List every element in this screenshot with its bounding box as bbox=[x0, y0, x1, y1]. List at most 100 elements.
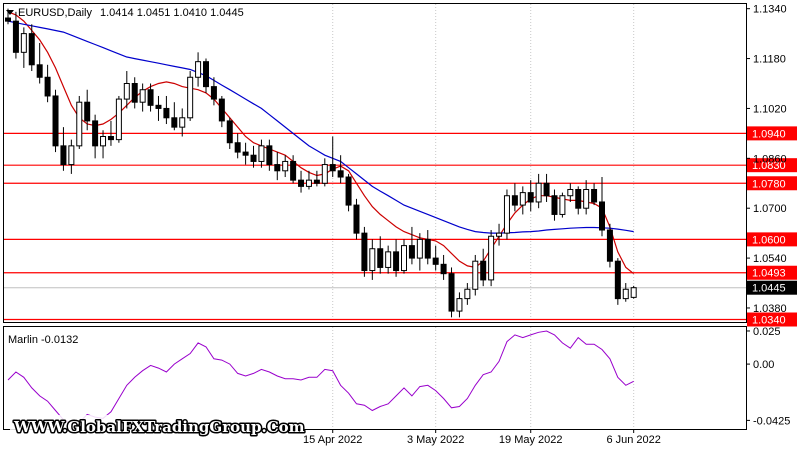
candle-68 bbox=[543, 173, 550, 202]
candle-28 bbox=[226, 117, 233, 149]
candle-10 bbox=[84, 89, 91, 131]
candle-62 bbox=[496, 223, 503, 246]
candle-11 bbox=[92, 114, 99, 159]
candle-2 bbox=[20, 27, 27, 68]
candle-18 bbox=[147, 83, 154, 112]
candle-78 bbox=[622, 283, 629, 302]
candle-32 bbox=[258, 139, 265, 168]
candle-7 bbox=[60, 127, 67, 171]
candle-6 bbox=[52, 89, 59, 153]
candle-35 bbox=[282, 155, 289, 178]
candle-64 bbox=[511, 183, 518, 212]
ohlc-readout: 1.0414 1.0451 1.0410 1.0445 bbox=[100, 7, 244, 19]
candle-4 bbox=[36, 42, 43, 84]
indicator-label: Marlin -0.0132 bbox=[8, 334, 78, 346]
candle-8 bbox=[68, 139, 75, 174]
price-tick-label-3: 1.0860 bbox=[753, 153, 787, 165]
candle-47 bbox=[377, 236, 384, 274]
candle-74 bbox=[591, 183, 598, 206]
candlesticks bbox=[5, 8, 637, 318]
time-tick-label-0: 15 Apr 2022 bbox=[303, 434, 362, 446]
candle-66 bbox=[527, 180, 534, 212]
candle-20 bbox=[163, 95, 170, 125]
horizontal-levels: 1.0940 1.0830 1.0780 1.0600 1.0493 1.0340 1.04… bbox=[4, 126, 797, 327]
level-tag-label-1: 1.0830 bbox=[752, 160, 786, 172]
marlin-line bbox=[7, 330, 634, 425]
candle-38 bbox=[305, 170, 312, 190]
candle-72 bbox=[575, 186, 582, 215]
candle-67 bbox=[535, 173, 542, 209]
candle-50 bbox=[401, 239, 407, 274]
watermark-backdrop bbox=[10, 415, 262, 439]
candle-36 bbox=[290, 155, 297, 184]
candle-33 bbox=[266, 139, 273, 171]
candle-71 bbox=[567, 183, 574, 202]
candle-13 bbox=[107, 120, 114, 146]
candle-60 bbox=[480, 248, 487, 287]
price-tick-label-6: 1.0380 bbox=[753, 303, 787, 315]
candle-22 bbox=[179, 108, 186, 137]
osc-tick-label-0: 0.025 bbox=[753, 326, 781, 338]
candle-1 bbox=[12, 11, 19, 59]
candle-77 bbox=[614, 258, 621, 305]
price-panel-frame bbox=[3, 3, 747, 323]
price-tick-label-5: 1.0540 bbox=[753, 253, 787, 265]
candle-29 bbox=[234, 133, 241, 159]
price-tick-label-0: 1.1340 bbox=[753, 4, 787, 16]
candle-45 bbox=[361, 226, 368, 277]
level-tag-5 bbox=[747, 312, 797, 327]
candle-27 bbox=[218, 95, 225, 128]
indicator-panel-frame bbox=[3, 326, 747, 430]
time-tick-label-2: 19 May 2022 bbox=[499, 434, 563, 446]
time-axis: 15 Apr 2022 3 May 2022 19 May 2022 6 Jun 20… bbox=[303, 429, 661, 446]
candle-59 bbox=[472, 254, 479, 296]
candle-31 bbox=[250, 145, 257, 168]
candle-37 bbox=[298, 170, 305, 193]
candle-79 bbox=[630, 285, 637, 299]
candle-61 bbox=[488, 230, 495, 287]
candle-21 bbox=[171, 102, 178, 131]
candle-56 bbox=[448, 267, 455, 318]
candle-44 bbox=[353, 198, 360, 240]
price-tick-label-2: 1.1020 bbox=[753, 103, 787, 115]
level-tag-label-5: 1.0340 bbox=[752, 315, 786, 327]
candle-15 bbox=[123, 71, 130, 109]
ma-line-1 bbox=[7, 20, 634, 234]
collapse-triangle-icon[interactable] bbox=[6, 10, 14, 15]
candle-58 bbox=[464, 283, 471, 305]
candle-53 bbox=[424, 230, 431, 265]
candle-46 bbox=[369, 239, 376, 280]
current-price-tag-label: 1.0445 bbox=[752, 283, 786, 295]
candle-73 bbox=[583, 180, 590, 215]
candle-51 bbox=[408, 226, 415, 265]
candle-5 bbox=[44, 64, 51, 103]
price-tick-label-4: 1.0700 bbox=[753, 203, 787, 215]
candle-26 bbox=[210, 77, 217, 106]
level-tag-0 bbox=[747, 126, 797, 141]
candle-19 bbox=[155, 95, 162, 121]
level-tag-3 bbox=[747, 232, 797, 247]
time-tick-label-3: 6 Jun 2022 bbox=[606, 434, 660, 446]
candle-12 bbox=[100, 130, 107, 159]
symbol-label: EURUSD,Daily bbox=[18, 7, 92, 19]
candle-65 bbox=[519, 186, 526, 215]
level-tag-4 bbox=[747, 265, 797, 280]
candle-48 bbox=[385, 245, 392, 274]
level-tag-label-0: 1.0940 bbox=[752, 128, 786, 140]
osc-tick-label-1: 0.00 bbox=[753, 359, 774, 371]
level-tag-2 bbox=[747, 176, 797, 191]
current-price-tag bbox=[747, 280, 797, 295]
candle-24 bbox=[195, 52, 202, 87]
candle-17 bbox=[139, 83, 146, 112]
level-tag-label-2: 1.0780 bbox=[752, 178, 786, 190]
osc-tick-label-2: -0.0425 bbox=[753, 415, 790, 427]
candle-40 bbox=[321, 158, 328, 187]
candle-75 bbox=[599, 177, 605, 237]
candle-43 bbox=[345, 173, 352, 212]
candle-39 bbox=[313, 170, 320, 187]
candle-57 bbox=[456, 292, 463, 318]
candle-16 bbox=[131, 77, 138, 109]
candle-41 bbox=[329, 136, 336, 178]
candle-54 bbox=[432, 245, 439, 271]
